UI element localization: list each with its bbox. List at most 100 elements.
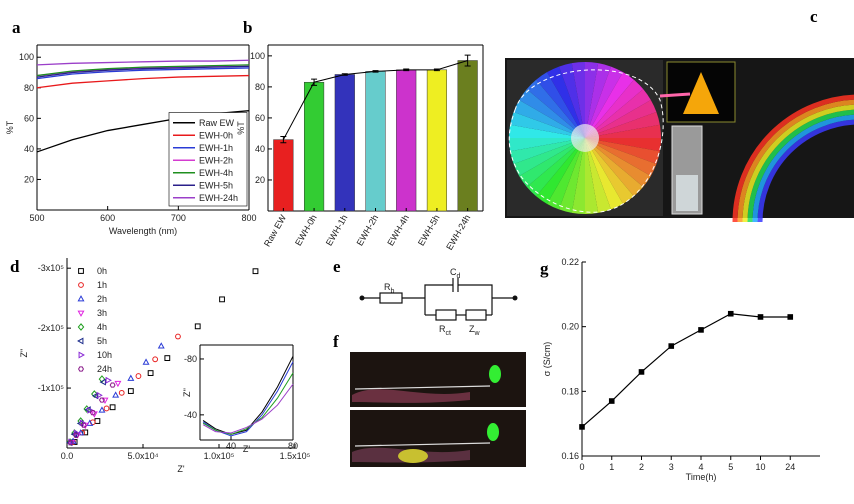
label-sub: ct xyxy=(446,330,452,337)
wheel-wedge xyxy=(519,138,585,187)
marker xyxy=(77,310,85,317)
marker xyxy=(67,440,74,446)
y-tick-label: 40 xyxy=(255,144,265,154)
x-tick-label: 5 xyxy=(728,462,733,472)
wheel-wedge xyxy=(509,124,585,138)
marker xyxy=(147,370,154,376)
wheel-wedge xyxy=(513,138,585,176)
x-tick-label: 1 xyxy=(609,462,614,472)
y-tick-label: 0.20 xyxy=(561,322,579,332)
marker xyxy=(77,337,84,345)
x-tick-label: 4 xyxy=(698,462,703,472)
label-main: Z xyxy=(469,324,475,334)
marker xyxy=(194,323,201,330)
marker xyxy=(78,366,84,372)
led xyxy=(487,423,499,441)
wire xyxy=(354,442,491,447)
circuit: Rb Cd Rct Zw xyxy=(359,267,518,337)
x-tick-label: EWH-1h xyxy=(324,213,350,247)
marker xyxy=(78,351,85,359)
wheel-wedge xyxy=(547,138,585,210)
marker xyxy=(135,373,142,379)
legend-label: 5h xyxy=(97,336,107,346)
line xyxy=(36,74,250,89)
x-tick-label: 500 xyxy=(29,213,44,223)
x-tick-label: 700 xyxy=(171,213,186,223)
legend-label: 10h xyxy=(97,350,112,360)
y-tick-label: 40 xyxy=(24,144,34,154)
marker xyxy=(157,342,165,349)
panel-label: e xyxy=(333,257,341,276)
panel-label: a xyxy=(12,18,21,37)
marker xyxy=(787,314,794,320)
y-tick-label: -3x10⁵ xyxy=(38,263,65,273)
wheel-wedge xyxy=(585,79,644,138)
marker xyxy=(142,358,150,365)
legend-label: EWH-4h xyxy=(199,168,233,178)
wheel-wedge xyxy=(509,138,585,152)
marker xyxy=(164,355,171,361)
wheel-wedge xyxy=(585,138,623,210)
wheel-wedge xyxy=(519,89,585,138)
marker xyxy=(87,406,94,414)
line xyxy=(36,67,250,80)
wheel-wedge xyxy=(585,100,657,138)
gel-strip xyxy=(352,389,470,403)
bar xyxy=(396,69,417,212)
panel-label: d xyxy=(10,257,20,276)
marker xyxy=(127,388,134,394)
wheel-center xyxy=(571,124,599,152)
y-tick-label: 80 xyxy=(24,83,34,93)
y-axis-label: %T xyxy=(236,121,246,135)
marker xyxy=(109,404,116,411)
marker xyxy=(175,333,181,340)
line xyxy=(36,65,249,77)
wheel-wedge xyxy=(585,112,660,138)
rainbow-band xyxy=(742,104,854,223)
x-tick-label: 1.5x10⁵ xyxy=(280,451,311,461)
bar xyxy=(365,71,386,212)
marker xyxy=(668,343,675,349)
y-tick-label: -40 xyxy=(184,410,197,420)
line xyxy=(202,383,294,434)
rainbow-band xyxy=(747,109,854,223)
terminal xyxy=(359,295,365,301)
line xyxy=(36,59,250,66)
marker xyxy=(73,432,80,438)
panel-label: b xyxy=(243,18,252,37)
marker xyxy=(152,356,159,363)
legend-label: EWH-1h xyxy=(199,143,233,153)
x-tick-label: 1.0x10⁵ xyxy=(204,451,235,461)
x-tick-label: EWH-24h xyxy=(444,213,472,252)
wheel-wedge xyxy=(585,124,661,138)
y-tick-label: 100 xyxy=(250,51,265,61)
x-axis-label: Z' xyxy=(177,464,184,474)
marker xyxy=(127,374,135,381)
marker xyxy=(80,422,87,428)
trend-line xyxy=(282,60,468,140)
marker xyxy=(112,391,120,398)
marker xyxy=(82,429,89,436)
wheel-wedge xyxy=(510,112,585,138)
x-tick-label: 3 xyxy=(669,462,674,472)
marker xyxy=(105,376,112,384)
marker xyxy=(109,382,116,388)
line xyxy=(202,372,294,435)
wheel-wedge xyxy=(547,66,585,138)
marker xyxy=(757,314,764,320)
marker xyxy=(727,310,734,317)
wheel-wedge xyxy=(585,138,634,204)
wheel-wedge xyxy=(585,138,660,164)
y-tick-label: 100 xyxy=(19,52,34,62)
marker xyxy=(638,369,645,375)
legend-label: EWH-24h xyxy=(199,193,238,203)
x-tick-label: 0 xyxy=(579,462,584,472)
x-tick-label: 2 xyxy=(639,462,644,472)
x-tick-label: 600 xyxy=(100,213,115,223)
x-axis-label: Z' xyxy=(243,444,250,454)
bar xyxy=(303,81,325,212)
wheel-wedge xyxy=(585,138,651,187)
legend-label: 3h xyxy=(97,308,107,318)
rainbow xyxy=(659,92,854,223)
line xyxy=(36,65,250,78)
